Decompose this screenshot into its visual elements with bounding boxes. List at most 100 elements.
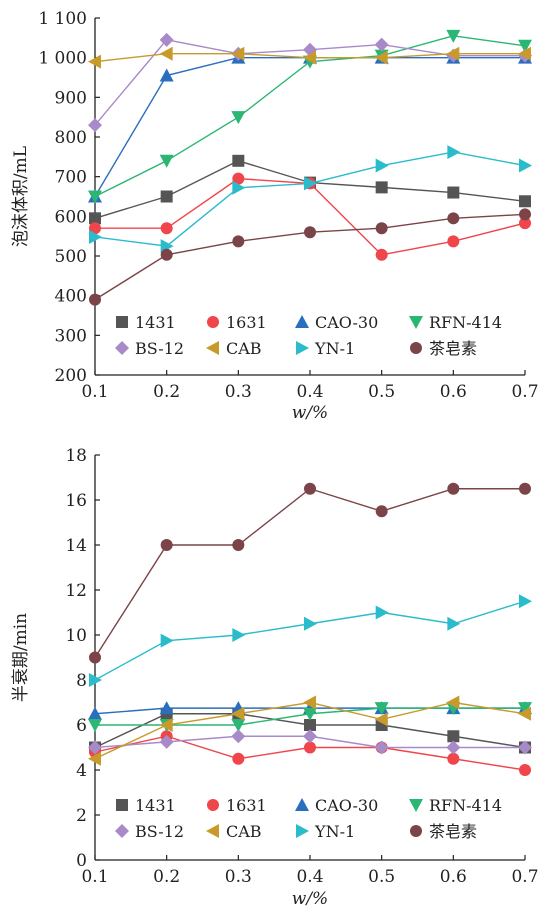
data-point (232, 628, 246, 642)
y-tick-label: 8 (76, 671, 87, 691)
legend-label: 茶皂素 (429, 339, 477, 358)
y-tick-label: 4 (76, 761, 87, 781)
x-tick-label: 0.4 (296, 382, 323, 402)
x-axis-label: w/% (292, 889, 328, 909)
series-CAB (88, 695, 531, 766)
data-point (304, 741, 316, 754)
data-point (375, 248, 388, 261)
legend-label: 1631 (226, 796, 267, 815)
legend-marker (115, 824, 129, 838)
data-point (160, 248, 173, 261)
data-point (519, 158, 532, 173)
series-YN-1 (89, 594, 532, 687)
data-point (89, 293, 101, 306)
data-point (375, 505, 388, 518)
data-point (88, 190, 102, 204)
data-point (519, 594, 532, 609)
x-tick-label: 0.5 (368, 867, 395, 887)
data-point (232, 180, 246, 195)
data-point (89, 673, 102, 687)
legend: 1431 1631 CAO-30 RFN-414 BS-12 CAB YN-1 茶皂素 (115, 796, 502, 841)
series-茶皂素 (89, 482, 531, 664)
y-tick-label: 0 (76, 851, 87, 871)
data-point (231, 706, 245, 721)
data-point (159, 46, 173, 61)
data-point (89, 229, 102, 244)
data-point (160, 222, 173, 235)
legend-label: BS-12 (135, 339, 184, 358)
data-point (447, 730, 460, 743)
legend-label: CAB (226, 822, 262, 841)
legend-marker (207, 799, 219, 811)
legend-marker (409, 316, 423, 329)
legend-marker (115, 341, 129, 355)
data-point (232, 235, 245, 248)
data-point (232, 752, 245, 765)
data-point (447, 186, 460, 199)
y-tick-label: 1 100 (38, 9, 87, 29)
legend-marker (295, 315, 309, 328)
data-point (232, 172, 245, 185)
legend-label: RFN-414 (429, 796, 502, 815)
data-point (304, 482, 316, 495)
legend-marker (295, 798, 309, 811)
data-point (159, 68, 174, 82)
data-point (88, 740, 102, 755)
y-tick-label: 2 (76, 806, 87, 826)
legend-label: YN-1 (314, 339, 355, 358)
data-point (88, 751, 101, 766)
y-tick-label: 300 (55, 326, 87, 346)
legend-label: CAO-30 (315, 796, 378, 815)
x-tick-label: 0.3 (225, 382, 252, 402)
series-line (94, 487, 525, 658)
chart-2: 0 2 4 6 8 10 12 14 16 18 0.1 0.2 0.3 0.4 0.5 0.6 0.7 w/% 半… (11, 446, 539, 909)
legend-marker (409, 799, 423, 812)
x-tick-label: 0.1 (81, 382, 108, 402)
series-BS-12 (88, 32, 532, 133)
data-point (303, 707, 317, 721)
data-point (519, 217, 531, 230)
data-point (447, 212, 460, 225)
legend-label: BS-12 (135, 822, 184, 841)
x-tick-label: 0.2 (153, 382, 180, 402)
y-tick-label: 18 (65, 446, 87, 466)
data-point (159, 32, 174, 47)
y-tick-label: 12 (65, 581, 87, 601)
y-tick-label: 500 (55, 247, 87, 267)
data-point (303, 729, 317, 744)
data-point (374, 702, 389, 716)
data-point (519, 208, 531, 221)
data-point (303, 50, 316, 65)
data-point (518, 706, 531, 721)
data-point (447, 616, 461, 631)
series-line (94, 160, 526, 219)
legend-marker (296, 824, 309, 838)
x-tick-label: 0.2 (153, 867, 180, 887)
data-point (89, 222, 101, 235)
data-point (374, 37, 389, 52)
y-tick-label: 16 (65, 491, 87, 511)
data-point (519, 482, 531, 495)
data-point (304, 719, 316, 731)
y-tick-label: 200 (55, 366, 87, 386)
y-tick-label: 700 (55, 168, 87, 188)
y-tick-label: 14 (65, 536, 87, 556)
x-tick-label: 0.6 (440, 382, 467, 402)
data-point (89, 651, 101, 664)
data-point (447, 145, 461, 160)
data-point (375, 158, 389, 173)
data-point (304, 226, 316, 239)
data-point (159, 701, 174, 715)
series-YN-1 (89, 145, 532, 254)
legend-label: CAB (226, 339, 262, 358)
data-point (159, 154, 174, 168)
data-point (88, 706, 102, 720)
legend-marker (116, 799, 128, 811)
data-point (446, 695, 460, 710)
data-point (519, 764, 531, 776)
y-tick-label: 600 (55, 207, 87, 227)
y-tick-label: 1 000 (38, 49, 87, 69)
data-point (232, 154, 245, 167)
data-point (304, 616, 317, 631)
